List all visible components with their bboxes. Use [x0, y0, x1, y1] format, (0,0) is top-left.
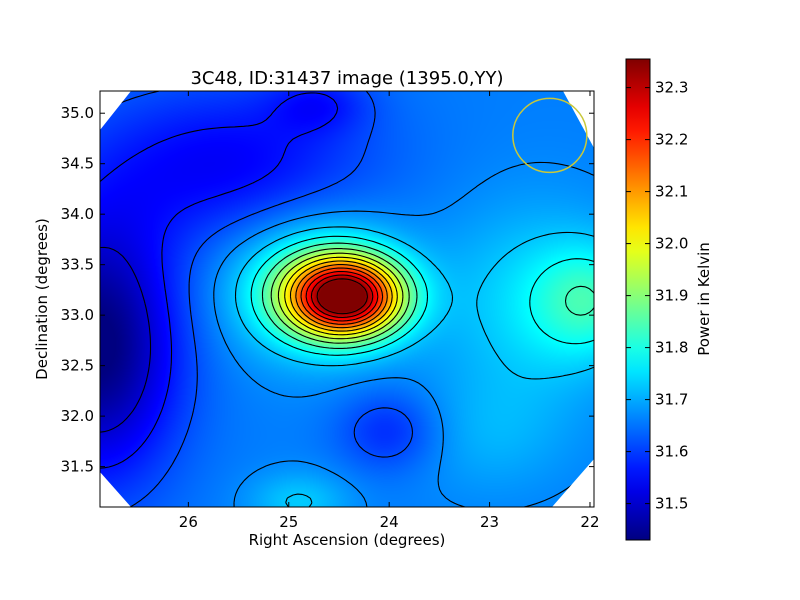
y-axis-label: Declination (degrees): [33, 218, 51, 380]
colorbar-tick-label: 31.8: [655, 339, 688, 357]
y-tick-label: 31.5: [61, 458, 94, 476]
contour-level-1: [100, 92, 339, 469]
y-tick-label: 35.0: [61, 104, 94, 122]
colorbar-tick-label: 32.1: [655, 183, 688, 201]
x-tick-label: 26: [179, 513, 198, 531]
colorbar-tick-label: 31.6: [655, 443, 688, 461]
x-tick-label: 25: [279, 513, 298, 531]
contour-level-12: [300, 267, 384, 325]
chart-title: 3C48, ID:31437 image (1395.0,YY): [190, 68, 503, 89]
contour-level-7: [270, 248, 410, 344]
contour-level-4: [234, 226, 594, 507]
contour-level-15: [316, 278, 369, 315]
colorbar-label: Power in Kelvin: [695, 242, 713, 356]
plot-frame: [99, 90, 595, 508]
contour-lines: [100, 91, 594, 507]
contour-level-14: [310, 274, 374, 319]
x-tick-label: 24: [380, 513, 399, 531]
colorbar: [626, 59, 650, 540]
x-axis-ticks: 26 25 24 23 22: [179, 91, 600, 531]
contour-level-6: [261, 242, 594, 349]
y-tick-label: 32.5: [61, 357, 94, 375]
colorbar-ticks: 31.5 31.6 31.7 31.8 31.9 32.0 32.1 32.2 32.3: [626, 79, 688, 513]
contour-level-11: [295, 264, 388, 329]
x-tick-label: 23: [480, 513, 499, 531]
y-tick-label: 34.5: [61, 155, 94, 173]
y-tick-label: 33.5: [61, 256, 94, 274]
beam-circle-marker: [512, 97, 588, 174]
colorbar-tick-label: 31.5: [655, 495, 688, 513]
contour-level-9: [284, 256, 398, 336]
contour-level-10: [289, 260, 393, 332]
contour-level-0: [100, 246, 152, 433]
y-tick-label: 33.0: [61, 306, 94, 324]
y-tick-label: 34.0: [61, 205, 94, 223]
contour-level-5: [250, 235, 594, 356]
heatmap-image: [100, 91, 594, 507]
y-tick-label: 32.0: [61, 407, 94, 425]
colorbar-frame: [625, 58, 651, 541]
colorbar-tick-label: 32.2: [655, 131, 688, 149]
y-axis-ticks: 31.5 32.0 32.5 33.0 33.5 34.0 34.5 35.0: [61, 104, 594, 476]
contour-level-13: [305, 270, 379, 322]
contour-level-8: [277, 252, 404, 340]
x-axis-label: Right Ascension (degrees): [249, 531, 446, 549]
colorbar-tick-label: 32.3: [655, 79, 688, 97]
contour-level-2: [100, 91, 414, 507]
colorbar-tick-label: 31.9: [655, 287, 688, 305]
colorbar-tick-label: 32.0: [655, 235, 688, 253]
colorbar-tick-label: 31.7: [655, 391, 688, 409]
x-tick-label: 22: [580, 513, 599, 531]
